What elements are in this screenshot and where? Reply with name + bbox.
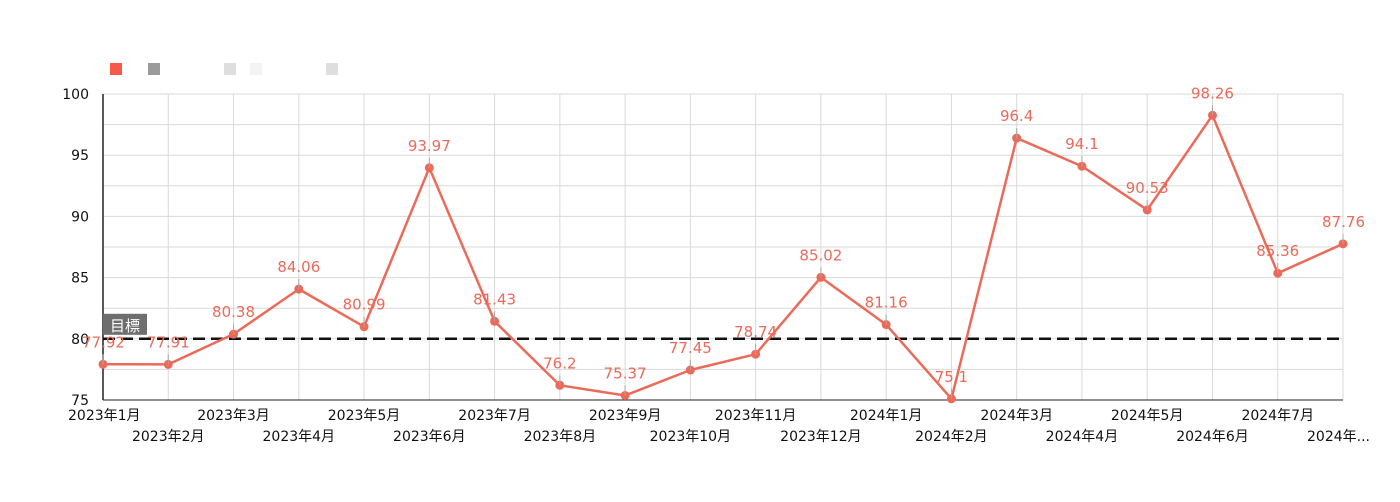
y-tick-label: 95 bbox=[71, 148, 89, 164]
x-tick-label: 2023年3月 bbox=[197, 408, 270, 424]
y-tick-label: 80 bbox=[71, 332, 89, 348]
data-label: 98.26 bbox=[1191, 84, 1234, 102]
data-label: 80.38 bbox=[212, 303, 255, 321]
legend-swatch-3[interactable] bbox=[224, 63, 236, 75]
target-label: 目標 bbox=[110, 317, 140, 335]
data-labels: 77.92 77.91 80.38 84.06 80.99 93.97 81.43 76.2 7… bbox=[82, 84, 1365, 399]
y-tick-label: 100 bbox=[62, 87, 89, 103]
x-tick-label: 2023年9月 bbox=[589, 408, 662, 424]
target-label-background bbox=[103, 313, 147, 335]
y-tick-label: 90 bbox=[71, 209, 89, 225]
data-label: 76.2 bbox=[543, 354, 576, 372]
x-tick-label: 2023年7月 bbox=[458, 408, 531, 424]
x-tick-label: 2024年1月 bbox=[850, 408, 923, 424]
x-tick-label: 2024年3月 bbox=[980, 408, 1053, 424]
y-tick-label: 75 bbox=[71, 393, 89, 409]
x-tick-label: 2023年2月 bbox=[132, 429, 205, 445]
y-tick-label: 85 bbox=[71, 271, 89, 287]
data-label: 77.91 bbox=[147, 333, 190, 351]
data-label: 94.1 bbox=[1065, 135, 1098, 153]
data-label: 81.43 bbox=[473, 290, 516, 308]
legend-swatch-2[interactable] bbox=[148, 63, 160, 75]
x-tick-label: 2023年10月 bbox=[650, 429, 731, 445]
x-tick-label: 2024年2月 bbox=[915, 429, 988, 445]
x-tick-label: 2024年4月 bbox=[1046, 429, 1119, 445]
data-points bbox=[98, 110, 1348, 404]
data-label: 80.99 bbox=[343, 296, 386, 314]
data-label: 77.45 bbox=[669, 339, 712, 357]
x-tick-label: 2024年6月 bbox=[1176, 429, 1249, 445]
x-tick-label: 2023年11月 bbox=[715, 408, 796, 424]
data-label: 96.4 bbox=[1000, 107, 1033, 125]
target-label-badge: 目標 bbox=[103, 313, 147, 335]
x-tick-label: 2024年5月 bbox=[1111, 408, 1184, 424]
data-label: 81.16 bbox=[865, 294, 908, 312]
data-label: 75.37 bbox=[604, 364, 647, 382]
grid bbox=[102, 93, 1344, 401]
x-tick-label: 2024年... bbox=[1307, 429, 1370, 445]
x-tick-label: 2023年4月 bbox=[263, 429, 336, 445]
data-label: 93.97 bbox=[408, 137, 451, 155]
x-tick-label: 2023年5月 bbox=[328, 408, 401, 424]
legend-swatch-5[interactable] bbox=[326, 63, 338, 75]
data-label: 77.92 bbox=[82, 333, 125, 351]
legend-swatch-4[interactable] bbox=[250, 63, 262, 75]
series-line bbox=[102, 114, 1344, 401]
x-tick-label: 2023年12月 bbox=[780, 429, 861, 445]
x-tick-label: 2023年8月 bbox=[524, 429, 597, 445]
legend-swatch-series[interactable] bbox=[110, 63, 122, 75]
x-tick-label: 2023年6月 bbox=[393, 429, 466, 445]
data-label: 75.1 bbox=[935, 368, 968, 386]
y-tick-labels: 75 80 85 90 95 100 bbox=[62, 87, 89, 409]
data-label: 85.02 bbox=[799, 246, 842, 264]
data-label: 90.53 bbox=[1126, 179, 1169, 197]
data-label: 85.36 bbox=[1256, 242, 1299, 260]
x-tick-label: 2024年7月 bbox=[1241, 408, 1314, 424]
x-tick-label: 2023年1月 bbox=[68, 408, 141, 424]
x-tick-labels: 2023年1月 2023年2月 2023年3月 2023年4月 2023年5月 2023年… bbox=[68, 408, 1370, 445]
data-label: 78.74 bbox=[734, 323, 777, 341]
data-label: 87.76 bbox=[1322, 213, 1365, 231]
data-label: 84.06 bbox=[277, 258, 320, 276]
